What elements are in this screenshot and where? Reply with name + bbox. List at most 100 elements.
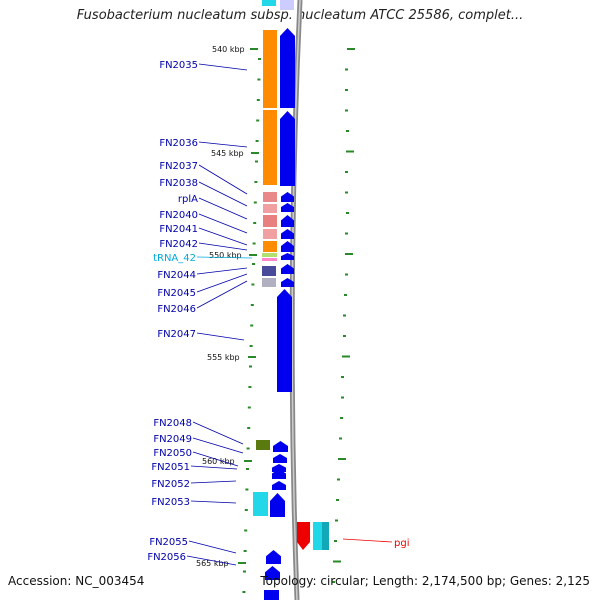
cog-block-cyan-shade bbox=[322, 522, 329, 550]
kbp-marker-label: 560 kbp bbox=[202, 457, 235, 466]
feature-block bbox=[280, 0, 294, 10]
gene-label-leader bbox=[198, 227, 248, 246]
gene-label[interactable]: FN2035 bbox=[159, 60, 198, 71]
cds-arrow bbox=[280, 28, 295, 108]
gene-label[interactable]: rplA bbox=[178, 194, 198, 205]
genome-backbone-highlight bbox=[291, 0, 301, 600]
gene-label-leader bbox=[192, 437, 244, 454]
gc-tick bbox=[250, 304, 254, 306]
cds-arrow bbox=[273, 454, 287, 463]
gc-tick bbox=[345, 109, 348, 112]
gc-tick bbox=[244, 509, 248, 511]
gene-label-leader bbox=[190, 480, 237, 484]
gene-label[interactable]: FN2050 bbox=[153, 448, 192, 459]
cog-block-olive bbox=[256, 440, 270, 450]
gene-label-leader bbox=[198, 181, 248, 207]
kbp-scale: 540 kbp 545 kbp 550 kbp 555 kbp 560 kbp 565 k… bbox=[196, 45, 259, 568]
gene-label[interactable]: FN2053 bbox=[151, 497, 190, 508]
gene-label-leader bbox=[192, 421, 244, 445]
cds-arrow bbox=[273, 441, 288, 452]
gene-label-leader bbox=[196, 332, 245, 341]
gene-label-leader bbox=[198, 213, 248, 234]
gc-tick bbox=[256, 119, 260, 122]
gc-tick bbox=[333, 560, 341, 563]
gene-label[interactable]: FN2046 bbox=[157, 304, 196, 315]
gene-label[interactable]: FN2042 bbox=[159, 239, 198, 250]
gc-tick bbox=[256, 99, 260, 101]
gene-label[interactable]: pgi bbox=[394, 538, 409, 549]
gc-tick bbox=[250, 324, 254, 327]
gc-tick bbox=[255, 160, 258, 163]
gene-label-leader bbox=[198, 63, 248, 71]
gc-tick bbox=[345, 273, 348, 276]
gene-label[interactable]: FN2051 bbox=[151, 462, 190, 473]
gc-content-ticks bbox=[242, 48, 355, 593]
gc-tick bbox=[341, 376, 344, 378]
pgi-arrow bbox=[297, 522, 310, 550]
gene-label[interactable]: FN2052 bbox=[151, 479, 190, 490]
cog-block-grey bbox=[262, 278, 276, 287]
gc-tick bbox=[248, 386, 252, 388]
gc-tick bbox=[341, 396, 344, 399]
gc-tick bbox=[243, 550, 247, 552]
cds-arrow bbox=[281, 229, 294, 239]
gc-tick bbox=[332, 581, 335, 583]
cog-block-orange bbox=[263, 110, 277, 185]
gene-label[interactable]: FN2048 bbox=[153, 418, 192, 429]
gc-tick bbox=[246, 468, 249, 470]
gene-label-leader bbox=[198, 164, 248, 195]
gene-label[interactable]: FN2056 bbox=[147, 552, 186, 563]
gene-label[interactable]: FN2040 bbox=[159, 210, 198, 221]
cog-block-cyan bbox=[253, 492, 268, 516]
gc-tick bbox=[244, 529, 248, 532]
gc-tick bbox=[345, 89, 348, 91]
gene-label-leader bbox=[196, 256, 253, 259]
cds-arrow bbox=[272, 464, 286, 472]
gc-tick bbox=[347, 48, 355, 50]
gene-label-leader bbox=[190, 500, 237, 504]
gc-tick bbox=[249, 365, 252, 368]
cds-arrow bbox=[281, 264, 294, 274]
kbp-marker-label: 545 kbp bbox=[211, 149, 244, 158]
gene-label-leader bbox=[190, 465, 238, 470]
gc-tick bbox=[337, 478, 340, 481]
cds-arrow bbox=[281, 192, 294, 202]
gene-label-leader bbox=[186, 555, 237, 566]
cds-block bbox=[264, 590, 279, 600]
gc-tick bbox=[247, 406, 251, 409]
gene-label[interactable]: FN2045 bbox=[157, 288, 196, 299]
cds-arrow bbox=[281, 241, 294, 252]
gene-label-leader bbox=[198, 242, 248, 251]
gc-tick bbox=[249, 345, 253, 347]
gene-label[interactable]: FN2049 bbox=[153, 434, 192, 445]
gene-label[interactable]: FN2047 bbox=[157, 329, 196, 340]
gene-label[interactable]: FN2055 bbox=[149, 537, 188, 548]
gene-label-leader bbox=[198, 141, 248, 148]
gc-tick bbox=[342, 355, 350, 358]
gc-tick bbox=[343, 335, 346, 337]
gc-tick bbox=[346, 150, 354, 153]
gene-label[interactable]: FN2036 bbox=[159, 138, 198, 149]
cog-block-pink bbox=[263, 215, 277, 227]
gc-tick bbox=[339, 437, 342, 440]
rna-block bbox=[262, 258, 277, 261]
gene-label[interactable]: FN2041 bbox=[159, 224, 198, 235]
gene-label[interactable]: FN2044 bbox=[157, 270, 196, 281]
cog-block-orange bbox=[263, 241, 277, 252]
cds-arrow bbox=[266, 550, 281, 564]
gc-tick bbox=[245, 488, 249, 491]
topology-text: Topology: circular; Length: 2,174,500 bp… bbox=[260, 574, 590, 588]
gc-tick bbox=[253, 222, 257, 224]
cds-arrow bbox=[265, 566, 280, 580]
gc-tick bbox=[346, 212, 349, 214]
cds-arrow bbox=[270, 493, 285, 517]
gene-label[interactable]: FN2037 bbox=[159, 161, 198, 172]
gene-label[interactable]: tRNA_42 bbox=[153, 253, 196, 264]
cds-arrow bbox=[281, 215, 294, 227]
gene-label-leader bbox=[196, 273, 248, 293]
cog-block-orange bbox=[263, 30, 277, 108]
gene-label[interactable]: FN2038 bbox=[159, 178, 198, 189]
gc-tick bbox=[345, 171, 348, 173]
gene-label-leader bbox=[342, 538, 393, 543]
